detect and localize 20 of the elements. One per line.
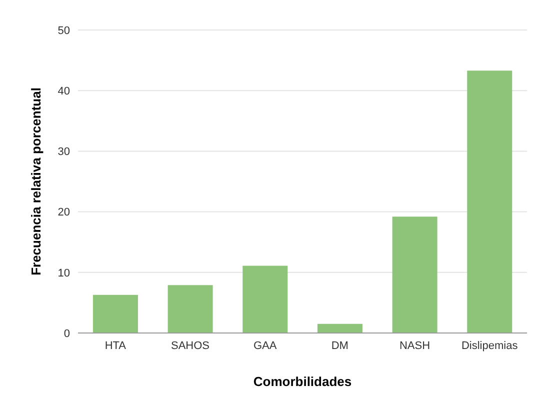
- x-tick-label: SAHOS: [170, 340, 210, 352]
- x-tick-label: Dislipemias: [461, 340, 518, 352]
- x-tick-label: DM: [331, 340, 348, 352]
- bar: [467, 70, 512, 333]
- x-tick-label: HTA: [104, 340, 127, 352]
- y-axis-title: Frecuencia relativa porcentual: [28, 88, 44, 276]
- y-tick-label: 20: [58, 206, 70, 219]
- x-tick-label: NASH: [399, 340, 430, 352]
- y-tick-label: 50: [58, 24, 70, 37]
- bar: [392, 216, 438, 333]
- bar: [168, 285, 213, 333]
- y-tick-label: 10: [58, 267, 70, 280]
- x-tick-label: GAA: [253, 340, 278, 352]
- bar: [92, 294, 138, 333]
- y-tick-label: 0: [64, 328, 70, 340]
- x-axis-title: Comorbilidades: [253, 374, 352, 390]
- y-tick-label: 30: [58, 146, 70, 158]
- y-tick-label: 40: [58, 86, 70, 98]
- bar: [242, 266, 288, 333]
- bar: [317, 324, 362, 333]
